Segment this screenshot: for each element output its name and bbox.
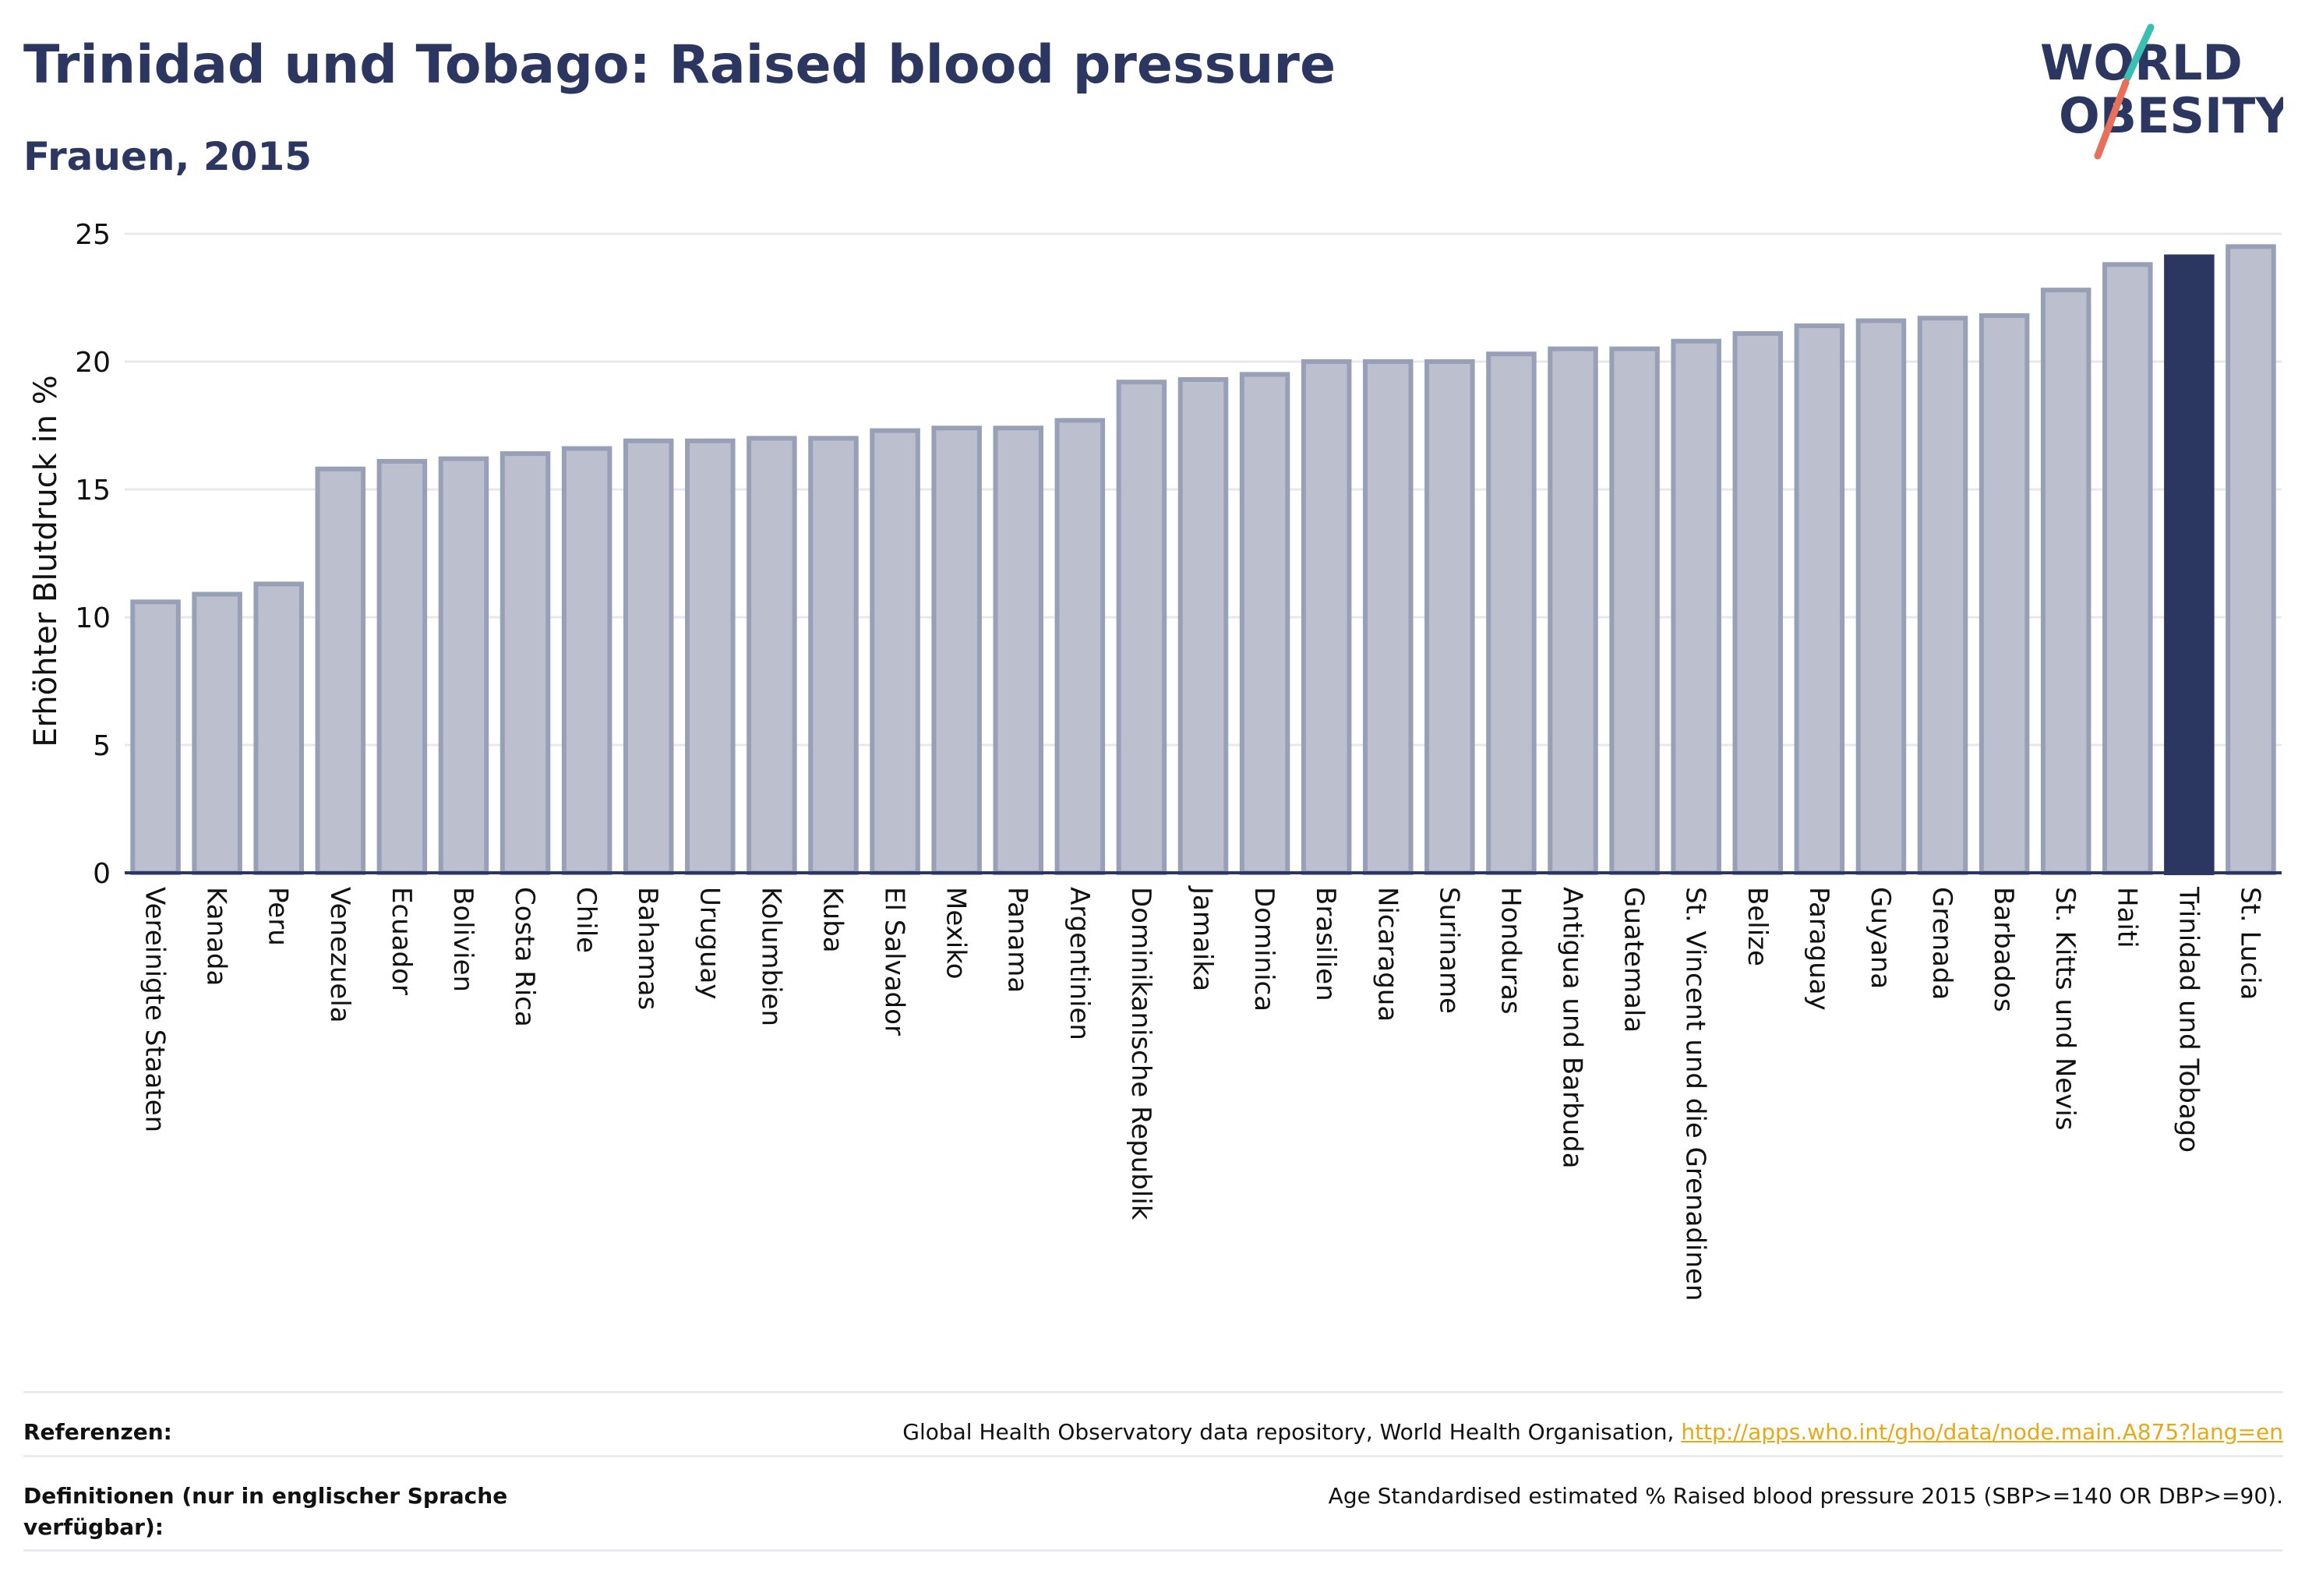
y-tick-label: 0 — [93, 858, 111, 890]
x-tick-label: Dominikanische Republik — [1125, 887, 1156, 1220]
x-tick-label: Trinidad und Tobago — [2173, 886, 2204, 1153]
x-tick-label: St. Vincent und die Grenadinen — [1680, 887, 1711, 1301]
x-tick-label: Argentinien — [1064, 887, 1095, 1040]
y-tick-label: 10 — [75, 602, 111, 634]
bar — [1855, 318, 1907, 875]
bar — [1978, 312, 2030, 875]
references-label: Referenzen: — [23, 1419, 172, 1445]
bar — [1424, 359, 1475, 875]
world-obesity-logo: WORLD OBESITY — [2040, 23, 2283, 160]
x-tick-label: Antigua und Barbuda — [1557, 887, 1588, 1169]
bar — [499, 451, 551, 875]
x-tick-label: Belize — [1742, 887, 1773, 966]
bar — [1548, 346, 1598, 876]
bar — [747, 436, 797, 875]
bar — [870, 428, 920, 875]
bar — [1362, 359, 1414, 875]
bar — [1239, 372, 1290, 875]
bar — [808, 436, 859, 875]
x-tick-label: Peru — [263, 887, 294, 946]
bar — [315, 466, 366, 875]
x-tick-label: Honduras — [1495, 887, 1526, 1015]
bar — [993, 425, 1044, 875]
references-value: Global Health Observatory data repositor… — [902, 1417, 2283, 1448]
x-tick-label: El Salvador — [879, 887, 910, 1036]
x-tick-label: St. Kitts und Nevis — [2049, 887, 2081, 1131]
bar — [623, 438, 674, 875]
x-tick-label: Mexiko — [941, 887, 972, 980]
bar — [1732, 330, 1784, 876]
x-tick-label: Guatemala — [1618, 887, 1650, 1033]
x-tick-label: Costa Rica — [509, 887, 540, 1027]
bar — [1671, 338, 1721, 875]
logo-slash-coral — [2094, 79, 2130, 160]
x-tick-label: Kolumbien — [755, 887, 786, 1026]
references-text: Global Health Observatory data repositor… — [902, 1419, 1675, 1445]
footer-table: Referenzen: Global Health Observatory da… — [23, 1391, 2283, 1552]
bar — [1301, 359, 1352, 875]
bar — [2226, 244, 2276, 875]
logo-line2: OBESITY — [2059, 87, 2283, 144]
y-tick-label: 20 — [75, 347, 111, 379]
definitions-row: Definitionen (nur in englischer Sprache … — [23, 1455, 2283, 1552]
definitions-text: Age Standardised estimated % Raised bloo… — [1328, 1483, 2283, 1509]
bar — [1794, 323, 1845, 875]
logo-slash-teal — [2123, 23, 2155, 82]
chart-subtitle: Frauen, 2015 — [23, 134, 312, 179]
x-tick-label: Dominica — [1248, 887, 1280, 1012]
bar — [376, 458, 428, 875]
x-tick-label: Grenada — [1926, 887, 1957, 1000]
x-tick-label: Bolivien — [447, 887, 478, 992]
x-tick-label: St. Lucia — [2234, 887, 2265, 1000]
x-tick-label: Barbados — [1988, 887, 2019, 1012]
bar — [931, 425, 982, 875]
x-tick-label: Paraguay — [1803, 887, 1834, 1011]
x-tick-label: Venezuela — [324, 887, 355, 1023]
x-tick-label: Vereinigte Staaten — [139, 887, 171, 1132]
y-axis-label: Erhöhter Blutdruck in % — [28, 375, 64, 747]
bar — [2040, 288, 2091, 876]
x-tick-label: Ecuador — [386, 887, 417, 995]
x-tick-label: Haiti — [2111, 887, 2142, 948]
bar — [253, 581, 304, 875]
x-tick-label: Bahamas — [632, 887, 663, 1010]
y-tick-label: 15 — [75, 475, 111, 507]
bar — [438, 456, 489, 875]
x-tick-label: Kuba — [817, 887, 848, 953]
bar — [1054, 418, 1106, 875]
x-tick-label: Suriname — [1433, 887, 1464, 1014]
bar — [192, 591, 242, 875]
bar — [685, 438, 736, 875]
chart-title: Trinidad und Tobago: Raised blood pressu… — [23, 34, 1336, 96]
bar — [561, 446, 612, 875]
bars — [130, 244, 2276, 876]
bar — [1917, 316, 1968, 875]
references-link[interactable]: http://apps.who.int/gho/data/node.main.A… — [1681, 1419, 2283, 1445]
bar — [1609, 346, 1660, 876]
definitions-label: Definitionen (nur in englischer Sprache … — [23, 1483, 508, 1540]
axes: 0 5 10 15 20 25 Vereinigte Staaten Kanada Peru Ve… — [28, 219, 2282, 1301]
bar — [2164, 254, 2215, 875]
bar — [1116, 380, 1167, 875]
x-tick-label: Brasilien — [1310, 887, 1341, 1001]
bar — [1177, 376, 1229, 875]
x-tick-label: Kanada — [201, 887, 232, 986]
x-tick-label: Guyana — [1865, 887, 1896, 989]
bar — [2102, 262, 2153, 875]
bar — [130, 599, 181, 875]
x-tick-label: Panama — [1002, 887, 1033, 993]
x-tick-label: Jamaika — [1187, 885, 1218, 991]
y-tick-label: 5 — [93, 730, 111, 762]
x-tick-label: Uruguay — [694, 887, 725, 1000]
x-tick-label: Nicaragua — [1371, 887, 1403, 1022]
x-tick-label: Chile — [570, 887, 602, 953]
references-row: Referenzen: Global Health Observatory da… — [23, 1391, 2283, 1455]
bar — [1486, 351, 1537, 876]
bar-chart: 0 5 10 15 20 25 Vereinigte Staaten Kanada Peru Ve… — [28, 219, 2282, 1301]
y-tick-label: 25 — [75, 219, 111, 251]
